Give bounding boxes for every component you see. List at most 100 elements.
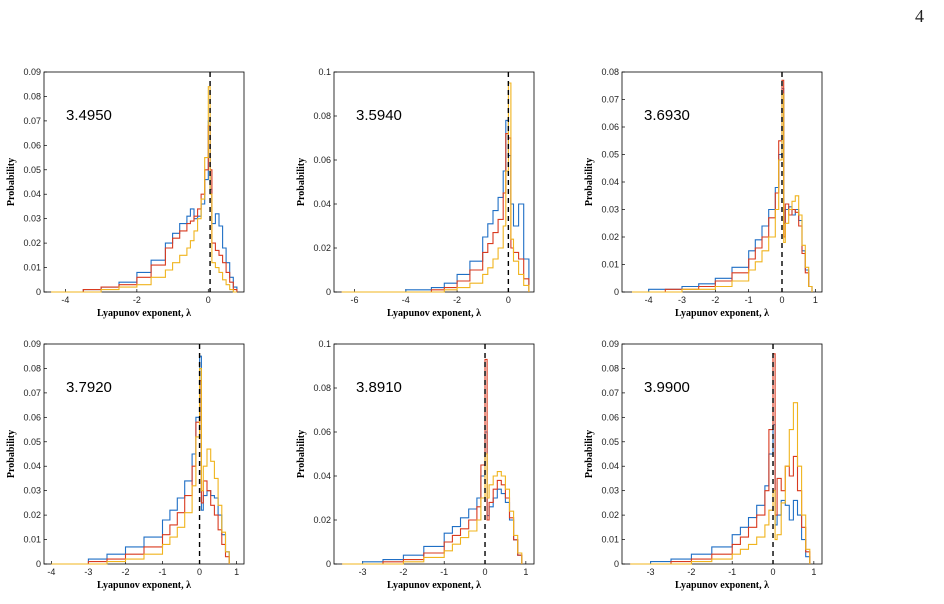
series-red-line [51, 125, 238, 293]
chart-panel-5: 0 0.02 0.04 0.06 0.08 0.1 -3 -2 -1 0 1 3.8910 Lyapun… [296, 339, 535, 591]
x-tick-label: -4 [61, 295, 69, 305]
y-tick-label: 0.03 [601, 486, 619, 496]
plot-area [621, 71, 823, 293]
plot-area [43, 71, 245, 293]
y-tick-label: 0.01 [23, 535, 41, 545]
y-tick-label: 0.05 [23, 165, 41, 175]
x-tick-label: 0 [483, 567, 488, 577]
y-tick-label: 0.03 [601, 205, 619, 215]
parameter-annotation: 3.4950 [66, 107, 112, 124]
y-tick-label: 0.09 [601, 339, 619, 349]
series-blue-line [341, 119, 530, 293]
y-tick-label: 0.1 [318, 67, 331, 77]
x-axis-label: Lyapunov exponent, λ [387, 580, 481, 591]
x-tick-label: 0 [506, 295, 511, 305]
y-tick-label: 0.07 [23, 388, 41, 398]
x-tick-label: -3 [84, 567, 92, 577]
x-tick-label: 1 [811, 567, 816, 577]
y-tick-label: 0.07 [601, 95, 619, 105]
x-axis-label: Lyapunov exponent, λ [97, 580, 191, 591]
y-tick-label: 0 [614, 287, 619, 297]
y-tick-label: 0.04 [601, 177, 619, 187]
series-yellow-line [632, 93, 813, 293]
x-tick-label: -1 [745, 295, 753, 305]
y-tick-label: 0.08 [313, 383, 331, 393]
page-number: 4 [915, 6, 924, 26]
y-tick-label: 0.04 [23, 461, 41, 471]
y-tick-label: 0 [326, 287, 331, 297]
series-red-line [632, 79, 813, 293]
y-tick-label: 0.04 [23, 189, 41, 199]
x-tick-label: 0 [779, 295, 784, 305]
y-tick-label: 0.07 [601, 388, 619, 398]
y-axis-label: Probability [584, 430, 595, 478]
y-tick-label: 0.06 [601, 122, 619, 132]
parameter-annotation: 3.7920 [66, 379, 112, 396]
parameter-annotation: 3.9900 [644, 379, 690, 396]
x-tick-label: -1 [440, 567, 448, 577]
y-tick-label: 0.01 [601, 260, 619, 270]
x-tick-label: -4 [47, 567, 55, 577]
y-tick-label: 0.02 [313, 243, 331, 253]
y-axis-label: Probability [6, 430, 17, 478]
y-tick-label: 0 [36, 559, 41, 569]
y-tick-label: 0 [36, 287, 41, 297]
y-tick-label: 0.04 [313, 471, 331, 481]
y-tick-label: 0.04 [601, 461, 619, 471]
y-tick-label: 0.02 [601, 510, 619, 520]
y-tick-label: 0.08 [601, 363, 619, 373]
parameter-annotation: 3.8910 [356, 379, 402, 396]
x-tick-label: -2 [453, 295, 461, 305]
series-yellow-line [51, 367, 230, 565]
x-axis-label: Lyapunov exponent, λ [675, 580, 769, 591]
x-tick-label: -2 [711, 295, 719, 305]
parameter-annotation: 3.6930 [644, 107, 690, 124]
x-axis-label: Lyapunov exponent, λ [97, 308, 191, 319]
x-tick-label: -3 [678, 295, 686, 305]
x-tick-label: 0 [771, 567, 776, 577]
x-tick-label: -2 [133, 295, 141, 305]
chart-panel-1: 0 0.01 0.02 0.03 0.04 0.05 0.06 0.07 0.08 0.09 -4 -… [6, 67, 245, 319]
chart-panel-3: 0 0.01 0.02 0.03 0.04 0.05 0.06 0.07 0.08 -4 -3 -2 -… [584, 67, 823, 319]
x-tick-label: 1 [234, 567, 239, 577]
y-tick-label: 0.03 [23, 486, 41, 496]
series-yellow-line [51, 86, 237, 293]
chart-panel-2: 0 0.02 0.04 0.06 0.08 0.1 -6 -4 -2 0 3.5940 Lyapuno… [296, 67, 535, 319]
y-axis-label: Probability [6, 158, 17, 206]
plot-area [333, 71, 535, 293]
y-tick-label: 0.03 [23, 214, 41, 224]
x-tick-label: 0 [197, 567, 202, 577]
y-tick-label: 0.01 [601, 535, 619, 545]
y-tick-label: 0 [614, 559, 619, 569]
plot-area [43, 343, 245, 565]
x-tick-label: -2 [121, 567, 129, 577]
y-tick-label: 0.09 [23, 339, 41, 349]
y-tick-label: 0.01 [23, 263, 41, 273]
parameter-annotation: 3.5940 [356, 107, 402, 124]
y-tick-label: 0.08 [601, 67, 619, 77]
y-tick-label: 0 [326, 559, 331, 569]
y-tick-label: 0.08 [313, 111, 331, 121]
y-tick-label: 0.05 [601, 150, 619, 160]
chart-panel-4: 0 0.01 0.02 0.03 0.04 0.05 0.06 0.07 0.08 0.09 -4 -… [6, 339, 245, 591]
y-axis-label: Probability [296, 158, 307, 206]
y-tick-label: 0.05 [601, 437, 619, 447]
x-tick-label: -4 [402, 295, 410, 305]
y-tick-label: 0.08 [23, 363, 41, 373]
y-tick-label: 0.1 [318, 339, 331, 349]
series-red-line [341, 133, 530, 293]
y-tick-label: 0.06 [601, 412, 619, 422]
series-yellow-line [341, 82, 530, 293]
x-tick-label: -2 [399, 567, 407, 577]
y-tick-label: 0.05 [23, 437, 41, 447]
y-axis-label: Probability [584, 158, 595, 206]
x-axis-label: Lyapunov exponent, λ [387, 308, 481, 319]
y-tick-label: 0.06 [23, 140, 41, 150]
y-axis-label: Probability [296, 430, 307, 478]
x-tick-label: -2 [687, 567, 695, 577]
x-tick-label: -6 [351, 295, 359, 305]
y-tick-label: 0.06 [313, 155, 331, 165]
y-tick-label: 0.02 [601, 232, 619, 242]
y-tick-label: 0.02 [313, 515, 331, 525]
y-tick-label: 0.02 [23, 510, 41, 520]
